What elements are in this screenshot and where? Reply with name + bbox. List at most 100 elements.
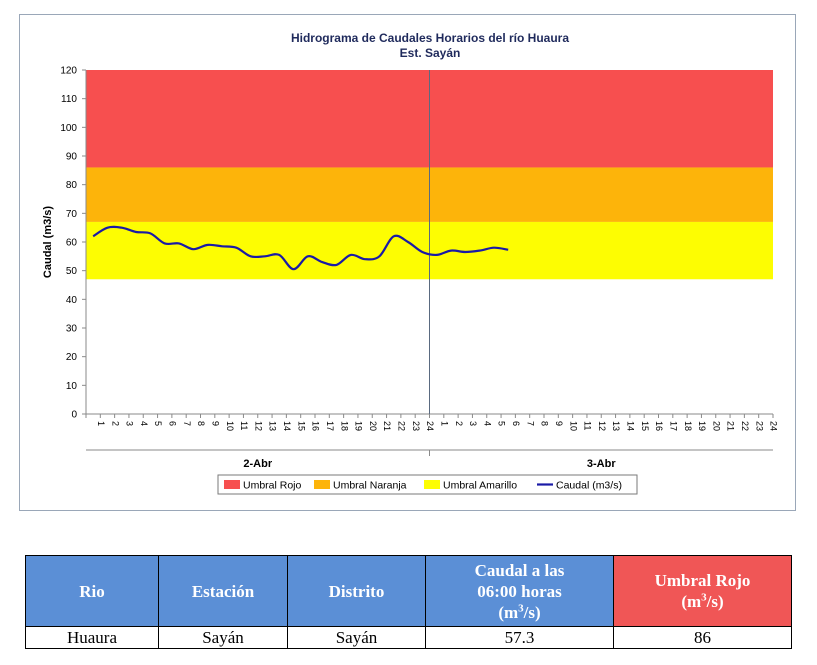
header-distrito: Distrito [287,555,426,627]
x-tick-label: 7 [525,421,535,426]
chart-frame: Hidrograma de Caudales Horarios del río … [19,14,796,511]
legend-label-0: Umbral Rojo [243,480,302,492]
y-tick-label: 50 [66,266,78,277]
x-tick-label: 9 [554,421,564,426]
legend-label-2: Umbral Amarillo [443,480,517,492]
x-tick-label: 7 [182,421,192,426]
legend-label-1: Umbral Naranja [333,480,407,492]
x-tick-label: 18 [683,421,693,431]
x-tick-label: 24 [425,421,435,431]
table-header-row: Rio Estación Distrito Caudal a las 06:00… [25,555,792,627]
x-axis-ticks: 1 2 3 4 5 6 7 8 9 10 11 12 13 14 15 16 17 18 19 20 21 22 23 24 1… [85,414,779,431]
x-tick-label: 18 [339,421,349,431]
x-tick-label: 10 [568,421,578,431]
x-tick-label: 24 [769,421,779,431]
x-tick-label: 20 [711,421,721,431]
header-rio: Rio [25,555,159,627]
x-tick-label: 1 [439,421,449,426]
y-tick-label: 60 [66,238,78,249]
y-tick-label: 30 [66,324,78,335]
x-tick-label: 12 [253,421,263,431]
x-tick-label: 12 [597,421,607,431]
x-tick-label: 15 [640,421,650,431]
chart-subtitle: Est. Sayán [400,46,461,60]
header-caudal: Caudal a las 06:00 horas (m3/s) [425,555,614,627]
legend-label-3: Caudal (m3/s) [556,480,622,492]
x-tick-label: 10 [225,421,235,431]
x-tick-label: 3 [468,421,478,426]
x-tick-label: 8 [540,421,550,426]
x-tick-label: 5 [497,421,507,426]
x-tick-label: 23 [411,421,421,431]
x-tick-label: 16 [654,421,664,431]
header-umbral-line1: Umbral Rojo [654,571,751,590]
x-tick-label: 14 [626,421,636,431]
y-tick-label: 110 [61,94,77,105]
x-tick-label: 9 [210,421,220,426]
y-tick-label: 90 [66,152,78,163]
x-tick-label: 16 [311,421,321,431]
x-tick-label: 4 [139,421,149,426]
x-tick-label: 11 [583,421,593,430]
x-tick-label: 13 [611,421,621,431]
x-tick-label: 4 [482,421,492,426]
x-tick-label: 21 [382,421,392,431]
y-tick-label: 100 [60,123,77,134]
header-caudal-line1: Caudal a las [474,560,565,580]
cell-caudal: 57.3 [425,626,614,649]
x-tick-label: 17 [668,421,678,431]
x-tick-label: 17 [325,421,335,431]
hydrograph-chart: Hidrograma de Caudales Horarios del río … [42,31,779,495]
x-tick-label: 2 [454,421,464,426]
x-tick-label: 21 [726,421,736,431]
chart-legend: Umbral Rojo Umbral Naranja Umbral Amarillo… [217,474,638,495]
x-tick-label: 1 [96,421,106,426]
chart-title: Hidrograma de Caudales Horarios del río … [291,31,569,45]
cell-estacion: Sayán [158,626,288,649]
header-umbral-unit-post: /s) [706,592,724,611]
x-tick-label: 6 [168,421,178,426]
cell-distrito: Sayán [287,626,426,649]
x-tick-label: 19 [354,421,364,431]
x-tick-label: 14 [282,421,292,431]
header-estacion: Estación [158,555,288,627]
header-caudal-line2: 06:00 horas [477,581,562,601]
x-tick-label: 5 [153,421,163,426]
y-axis-ticks: 0 10 20 30 40 50 60 70 80 90 100 110 120 [60,66,86,421]
day-label: 3-Abr [587,458,616,470]
x-tick-label: 2 [110,421,120,426]
x-tick-label: 22 [397,421,407,431]
y-tick-label: 120 [60,66,77,77]
x-tick-label: 23 [754,421,764,431]
y-tick-label: 0 [71,410,77,421]
x-tick-label: 22 [740,421,750,431]
cell-rio: Huaura [25,626,159,649]
table-row: Huaura Sayán Sayán 57.3 86 [25,626,792,649]
cell-umbral: 86 [613,626,792,649]
y-tick-label: 10 [66,381,78,392]
x-tick-label: 19 [697,421,707,431]
legend-swatch-0 [224,480,240,489]
x-tick-label: 15 [296,421,306,431]
header-caudal-unit-sup: 3 [518,601,524,614]
y-axis-label: Caudal (m3/s) [42,206,54,278]
x-tick-label: 20 [368,421,378,431]
header-umbral-unit-pre: (m [681,592,702,611]
y-tick-label: 80 [66,180,78,191]
day-labels: 2-Abr 3-Abr [86,449,773,470]
header-caudal-unit-pre: (m [498,602,519,622]
header-umbral-unit-sup: 3 [701,591,707,604]
x-tick-label: 8 [196,421,206,426]
legend-swatch-2 [424,480,440,489]
x-tick-label: 6 [511,421,521,426]
legend-swatch-1 [314,480,330,489]
station-table: Rio Estación Distrito Caudal a las 06:00… [25,555,792,649]
y-tick-label: 70 [66,209,78,220]
header-caudal-unit-post: /s) [523,602,541,622]
x-tick-label: 13 [268,421,278,431]
x-tick-label: 3 [125,421,135,426]
x-tick-label: 11 [239,421,249,430]
day-label: 2-Abr [243,458,272,470]
series-layer [92,225,509,271]
y-tick-label: 40 [66,295,78,306]
